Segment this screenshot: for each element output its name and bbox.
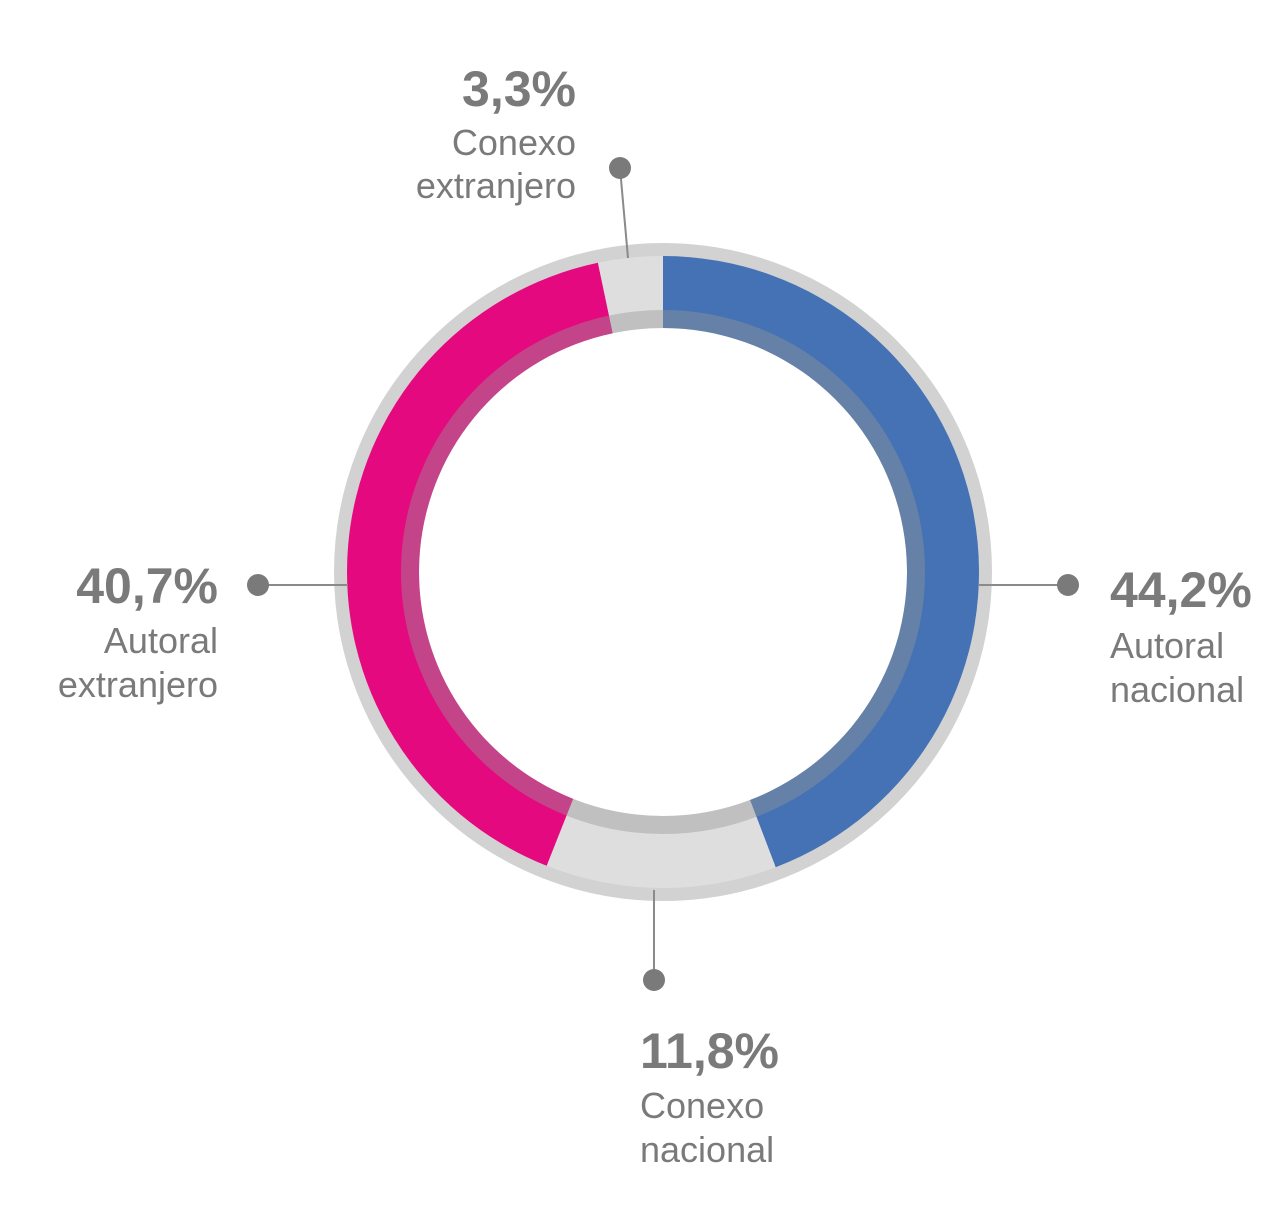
label-conexo-extranjero-pct: 3,3%	[462, 61, 576, 117]
donut-inner-overlay	[401, 310, 925, 834]
leader-autoral-extranjero	[247, 574, 348, 596]
label-conexo-nacional-line1: Conexo	[640, 1085, 764, 1126]
label-conexo-nacional: 11,8% Conexo nacional	[640, 1023, 779, 1170]
label-autoral-extranjero-line2: extranjero	[58, 664, 218, 705]
label-autoral-nacional-pct: 44,2%	[1110, 562, 1252, 618]
label-autoral-nacional-line1: Autoral	[1110, 625, 1224, 666]
donut-segment-conexo-nacional	[546, 798, 776, 889]
label-conexo-extranjero: 3,3% Conexo extranjero	[416, 61, 576, 206]
donut-segment-conexo-extranjero	[597, 256, 663, 334]
leader-conexo-extranjero	[609, 157, 631, 259]
donut-segment-autoral-extranjero	[346, 262, 613, 866]
label-autoral-extranjero-line1: Autoral	[104, 620, 218, 661]
donut-segments	[346, 256, 980, 889]
leader-autoral-nacional	[978, 574, 1079, 596]
donut-segment-autoral-nacional	[663, 256, 980, 868]
label-autoral-extranjero-pct: 40,7%	[76, 558, 218, 614]
donut-outer-ring	[334, 243, 992, 901]
leader-conexo-nacional	[643, 890, 665, 991]
label-autoral-nacional-line2: nacional	[1110, 669, 1244, 710]
label-autoral-extranjero: 40,7% Autoral extranjero	[58, 558, 218, 705]
label-conexo-nacional-line2: nacional	[640, 1129, 774, 1170]
label-autoral-nacional: 44,2% Autoral nacional	[1110, 562, 1252, 710]
label-conexo-extranjero-line2: extranjero	[416, 165, 576, 206]
label-conexo-extranjero-line1: Conexo	[452, 122, 576, 163]
label-conexo-nacional-pct: 11,8%	[640, 1023, 779, 1079]
